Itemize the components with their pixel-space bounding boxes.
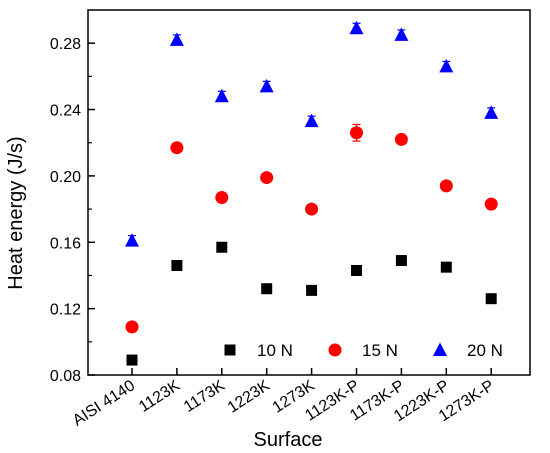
x-tick-label: 1173K xyxy=(181,377,228,416)
data-point-square xyxy=(216,241,228,253)
y-axis-title: Heat energy (J/s) xyxy=(5,136,27,289)
data-point-square xyxy=(306,284,318,296)
data-point-circle xyxy=(394,132,408,146)
data-point-square xyxy=(440,261,452,273)
legend-marker-triangle xyxy=(433,342,447,356)
data-point-circle xyxy=(484,197,498,211)
series-triangle xyxy=(125,20,499,247)
y-tick-label: 0.12 xyxy=(50,302,81,319)
data-point-square xyxy=(351,264,362,276)
data-point-triangle xyxy=(304,113,319,128)
y-tick-label: 0.28 xyxy=(50,36,81,53)
data-point-triangle xyxy=(214,88,229,103)
data-point-triangle xyxy=(439,58,454,73)
legend: 10 N 15 N 20 N xyxy=(224,341,503,360)
x-axis-title: Surface xyxy=(254,429,323,451)
x-tick-labels: AISI 41401123K1173K1223K1273K1123K-P1173… xyxy=(70,377,497,430)
data-point-circle xyxy=(170,141,184,155)
series-square xyxy=(126,241,497,366)
data-point-triangle xyxy=(484,105,499,119)
data-point-square xyxy=(485,293,497,305)
data-point-circle xyxy=(439,179,453,193)
data-point-triangle xyxy=(125,233,139,247)
data-point-circle xyxy=(215,190,229,204)
data-point-circle xyxy=(260,171,274,185)
data-point-square xyxy=(395,255,407,267)
legend-label: 10 N xyxy=(257,341,293,360)
data-point-circle xyxy=(125,320,139,334)
data-point-square xyxy=(171,260,183,271)
legend-marker-circle xyxy=(328,343,342,357)
y-tick-labels: 0.08 0.12 0.16 0.20 0.24 0.28 xyxy=(50,36,81,385)
legend-marker-square xyxy=(224,344,236,356)
data-point-circle xyxy=(350,126,363,140)
y-tick-label: 0.16 xyxy=(50,235,81,252)
data-point-triangle xyxy=(349,20,364,35)
data-point-circle xyxy=(305,202,319,216)
data-point-square xyxy=(261,283,273,295)
series-circle xyxy=(125,123,498,334)
data-point-square xyxy=(126,354,138,366)
data-point-triangle xyxy=(259,78,274,93)
x-tick-label: 1123K xyxy=(136,377,183,416)
data-points xyxy=(125,20,499,366)
legend-label: 15 N xyxy=(362,341,398,360)
data-point-triangle xyxy=(169,32,184,46)
y-tick-label: 0.24 xyxy=(50,103,81,120)
x-tick-label: 1223K xyxy=(225,377,273,417)
plot-border xyxy=(87,9,531,376)
y-tick-label: 0.20 xyxy=(50,169,81,186)
data-point-triangle xyxy=(394,27,409,41)
plot-frame xyxy=(87,9,531,376)
legend-label: 20 N xyxy=(467,341,503,360)
axis-ticks xyxy=(88,42,492,376)
y-tick-label: 0.08 xyxy=(50,368,81,385)
